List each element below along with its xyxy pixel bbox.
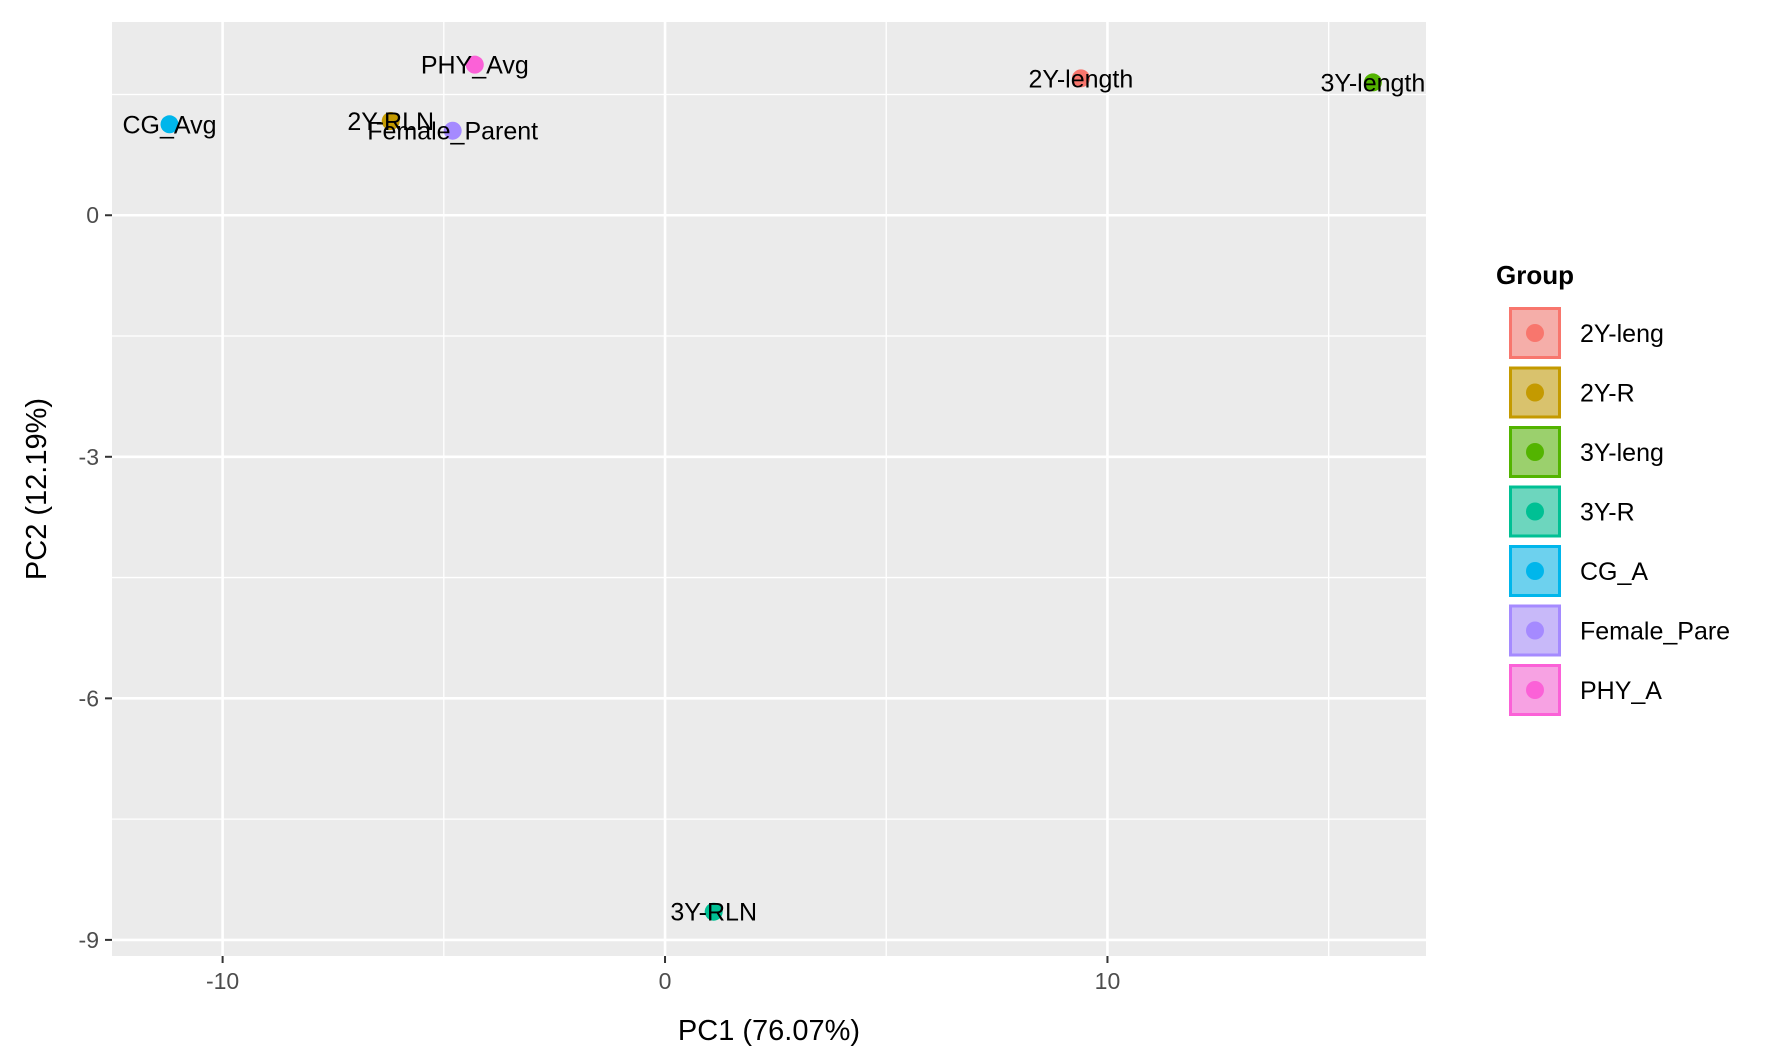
legend-label: 3Y-leng [1580, 439, 1664, 467]
data-point [443, 121, 462, 140]
data-point-label: CG_Avg [122, 111, 216, 139]
legend-key-point [1526, 324, 1544, 342]
legend-title: Group [1496, 260, 1574, 290]
panel-background [112, 22, 1426, 956]
data-point [1363, 73, 1382, 92]
legend-key-swatch [1509, 485, 1561, 538]
y-tick-label: -9 [79, 927, 99, 953]
legend-label: 2Y-R [1580, 380, 1635, 408]
data-point-label: 2Y-length [1029, 65, 1134, 93]
data-point [465, 55, 484, 74]
point-labels: 2Y-length 3Y-length 2Y-RLN 3Y-RLN CG_Avg Fema… [122, 52, 1425, 927]
legend-label: PHY_A [1580, 677, 1662, 705]
data-point-label: 3Y-length [1321, 69, 1426, 97]
data-point-label: PHY_Avg [421, 52, 529, 80]
data-point-label: Female_Parent [367, 118, 538, 146]
legend-key-point [1526, 383, 1544, 402]
y-tick-label: -3 [79, 444, 99, 470]
legend-label: Female_Pare [1580, 618, 1730, 646]
legend: Group 2Y-leng 2Y-R 3Y-leng 3Y-R CG_A Female_P… [1496, 260, 1730, 716]
x-tick-label: -10 [206, 968, 239, 994]
x-tick-labels: -10 0 10 [206, 968, 1120, 994]
data-point [160, 115, 179, 134]
grid-major [112, 22, 1426, 956]
data-point-label: 3Y-RLN [670, 899, 757, 927]
data-point-label: 2Y-RLN [347, 108, 434, 136]
data-point [381, 112, 400, 131]
x-tick-label: 10 [1095, 968, 1121, 994]
legend-label: 2Y-leng [1580, 320, 1664, 348]
legend-items: 2Y-leng 2Y-R 3Y-leng 3Y-R CG_A Female_Pare PHY… [1509, 307, 1730, 716]
legend-key-point [1526, 681, 1544, 699]
data-point [704, 902, 723, 921]
y-axis-title: PC2 (12.19%) [21, 398, 53, 580]
legend-key-point [1526, 502, 1544, 521]
legend-label: CG_A [1580, 558, 1648, 586]
legend-key-point [1526, 443, 1544, 461]
legend-key-point [1526, 621, 1544, 640]
x-tick-label: 0 [659, 968, 672, 994]
grid-minor [112, 22, 1426, 956]
y-tick-label: -6 [79, 685, 99, 711]
axis-ticks [105, 214, 1109, 963]
data-points [160, 55, 1382, 921]
x-axis-title: PC1 (76.07%) [678, 1015, 860, 1047]
y-tick-label: 0 [86, 202, 99, 228]
legend-key-point [1526, 562, 1544, 580]
legend-label: 3Y-R [1580, 499, 1635, 527]
data-point [1071, 69, 1090, 88]
y-tick-labels: 0 -3 -6 -9 [79, 202, 99, 953]
